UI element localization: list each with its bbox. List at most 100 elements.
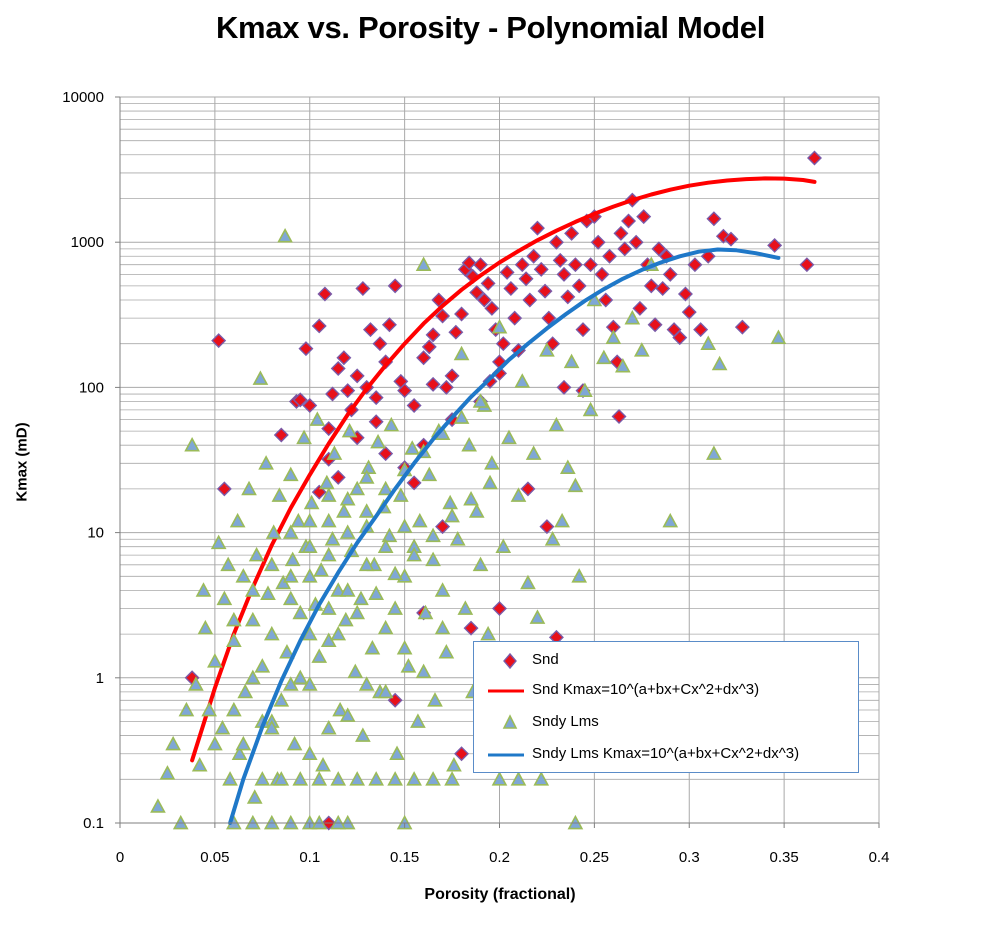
y-tick-label: 0.1 bbox=[83, 815, 104, 832]
snd-point bbox=[590, 234, 606, 250]
lms-point bbox=[252, 370, 269, 385]
lms-point bbox=[188, 676, 204, 691]
snd-point bbox=[273, 427, 289, 443]
snd-point bbox=[594, 266, 610, 282]
lms-point bbox=[514, 373, 531, 388]
lms-point bbox=[571, 568, 588, 583]
snd-point bbox=[216, 481, 232, 497]
lms-point bbox=[415, 256, 432, 272]
lms-point bbox=[358, 676, 375, 691]
snd-point bbox=[651, 241, 667, 257]
lms-point bbox=[292, 771, 309, 786]
lms-point bbox=[235, 568, 252, 583]
snd-point bbox=[325, 386, 341, 402]
lms-point bbox=[387, 565, 403, 581]
snd-point bbox=[435, 519, 451, 535]
snd-point bbox=[611, 409, 627, 425]
lms-point bbox=[480, 625, 496, 641]
snd-point bbox=[507, 310, 523, 326]
legend-label-lms-fit: Sndy Lms Kmax=10^(a+bx+Cx^2+dx^3) bbox=[532, 745, 800, 762]
lms-point bbox=[711, 355, 728, 371]
snd-point bbox=[533, 261, 549, 277]
snd-point bbox=[552, 252, 568, 268]
lms-point bbox=[311, 648, 328, 663]
lms-point bbox=[449, 531, 466, 546]
lms-point bbox=[339, 707, 356, 722]
legend: Snd Snd Kmax=10^(a+bx+Cx^2+dx^3) Sndy Lm… bbox=[473, 641, 859, 773]
lms-point bbox=[191, 757, 208, 772]
snd-point bbox=[480, 275, 496, 291]
lms-point bbox=[770, 329, 787, 345]
lms-point bbox=[461, 436, 477, 452]
snd-point bbox=[575, 322, 591, 338]
lms-point bbox=[339, 524, 356, 539]
lms-point bbox=[415, 663, 432, 679]
lms-point bbox=[341, 422, 358, 438]
snd-point bbox=[687, 257, 703, 273]
legend-label-snd: Snd bbox=[532, 651, 559, 668]
lms-point bbox=[320, 512, 337, 528]
lms-point bbox=[330, 771, 347, 786]
lms-point bbox=[404, 440, 421, 455]
snd-point bbox=[317, 286, 333, 302]
lms-point bbox=[533, 771, 550, 786]
snd-point bbox=[734, 319, 750, 335]
lms-point bbox=[216, 590, 233, 606]
lms-point bbox=[282, 466, 299, 482]
lms-point bbox=[207, 735, 223, 751]
lms-point bbox=[292, 669, 309, 685]
snd-point bbox=[567, 257, 583, 273]
lms-point bbox=[301, 625, 318, 641]
snd-point bbox=[454, 746, 470, 762]
lms-point bbox=[370, 433, 386, 449]
lms-point bbox=[387, 600, 403, 615]
lms-point bbox=[326, 445, 343, 460]
lms-point bbox=[491, 771, 508, 786]
snd-point bbox=[425, 376, 441, 392]
lms-point bbox=[417, 604, 434, 620]
y-tick-label: 10000 bbox=[62, 89, 104, 106]
snd-point bbox=[211, 333, 227, 349]
lms-point bbox=[150, 798, 166, 813]
lms-point bbox=[320, 600, 337, 615]
snd-point bbox=[529, 220, 545, 236]
snd-point bbox=[397, 383, 413, 399]
snd-point bbox=[539, 519, 555, 535]
lms-point bbox=[368, 585, 385, 600]
lms-point bbox=[290, 512, 307, 528]
snd-point bbox=[292, 392, 308, 408]
snd-point bbox=[617, 241, 633, 257]
snd-point bbox=[556, 379, 572, 395]
lms-point bbox=[410, 713, 426, 728]
snd-point bbox=[378, 446, 394, 462]
lms-point bbox=[662, 512, 679, 528]
snd-point bbox=[461, 255, 477, 271]
x-tick-label: 0.2 bbox=[489, 849, 510, 866]
lms-point bbox=[201, 701, 218, 717]
snd-point bbox=[416, 350, 432, 366]
lms-point bbox=[246, 789, 263, 804]
lms-point bbox=[353, 590, 369, 606]
x-tick-label: 0.4 bbox=[869, 849, 890, 866]
lms-point bbox=[254, 658, 271, 673]
snd-point bbox=[672, 330, 688, 346]
x-axis-label: Porosity (fractional) bbox=[424, 886, 576, 903]
snd-point bbox=[469, 285, 485, 301]
snd-point bbox=[700, 248, 716, 264]
diamond-marker-icon bbox=[503, 652, 517, 670]
snd-point bbox=[662, 266, 678, 282]
snd-point bbox=[355, 280, 371, 296]
lms-point bbox=[226, 632, 242, 648]
snd-point bbox=[632, 300, 648, 316]
lms-point bbox=[495, 538, 512, 553]
legend-label-lms: Sndy Lms bbox=[532, 713, 599, 730]
lms-point bbox=[427, 692, 443, 707]
lms-point bbox=[320, 546, 337, 562]
lms-point bbox=[529, 609, 546, 624]
lms-point bbox=[315, 757, 331, 772]
snd-point bbox=[302, 398, 318, 414]
legend-label-snd-fit: Snd Kmax=10^(a+bx+Cx^2+dx^3) bbox=[532, 681, 760, 698]
snd-point bbox=[767, 237, 783, 253]
series-0 bbox=[184, 150, 822, 831]
